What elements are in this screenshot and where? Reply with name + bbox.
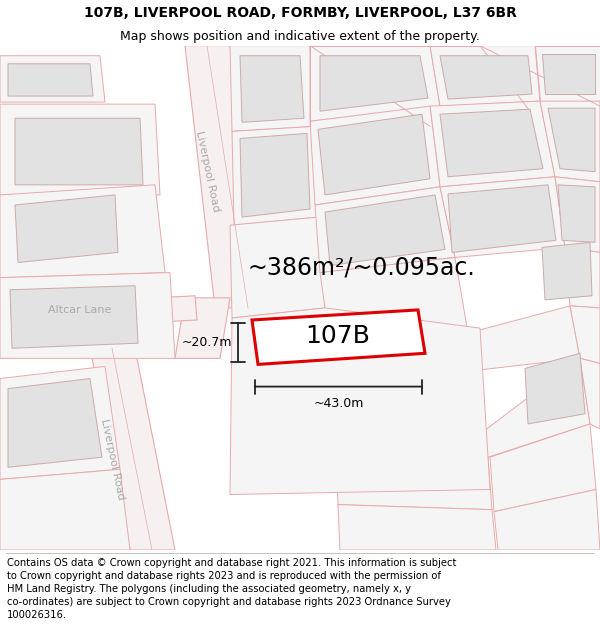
Text: 107B: 107B <box>305 324 370 348</box>
Polygon shape <box>430 101 555 187</box>
Polygon shape <box>0 272 175 358</box>
Polygon shape <box>440 177 565 258</box>
Polygon shape <box>335 429 492 509</box>
Text: co-ordinates) are subject to Crown copyright and database rights 2023 Ordnance S: co-ordinates) are subject to Crown copyr… <box>7 597 451 607</box>
Polygon shape <box>548 108 595 172</box>
Polygon shape <box>252 310 425 364</box>
Polygon shape <box>240 56 304 123</box>
Polygon shape <box>555 177 600 252</box>
Text: ~43.0m: ~43.0m <box>313 397 364 409</box>
Polygon shape <box>230 308 490 494</box>
Text: 107B, LIVERPOOL ROAD, FORMBY, LIVERPOOL, L37 6BR: 107B, LIVERPOOL ROAD, FORMBY, LIVERPOOL,… <box>83 6 517 20</box>
Text: HM Land Registry. The polygons (including the associated geometry, namely x, y: HM Land Registry. The polygons (includin… <box>7 584 411 594</box>
Polygon shape <box>10 286 138 348</box>
Text: Liverpool Road: Liverpool Road <box>194 130 220 213</box>
Polygon shape <box>468 306 580 371</box>
Polygon shape <box>330 343 480 434</box>
Polygon shape <box>0 469 130 550</box>
Polygon shape <box>175 298 230 358</box>
Polygon shape <box>240 133 310 217</box>
Text: Altcar Lane: Altcar Lane <box>49 305 112 315</box>
Text: ~20.7m: ~20.7m <box>182 336 232 349</box>
Polygon shape <box>338 504 496 550</box>
Polygon shape <box>542 54 595 94</box>
Polygon shape <box>440 109 543 177</box>
Text: Map shows position and indicative extent of the property.: Map shows position and indicative extent… <box>120 30 480 43</box>
Polygon shape <box>494 489 600 550</box>
Polygon shape <box>535 46 600 101</box>
Polygon shape <box>448 185 556 253</box>
Text: Contains OS data © Crown copyright and database right 2021. This information is : Contains OS data © Crown copyright and d… <box>7 558 457 568</box>
Polygon shape <box>310 46 440 121</box>
Polygon shape <box>230 46 315 131</box>
Polygon shape <box>542 242 592 300</box>
Polygon shape <box>90 348 175 550</box>
Polygon shape <box>525 353 585 424</box>
Polygon shape <box>15 195 118 262</box>
Polygon shape <box>0 104 160 195</box>
Polygon shape <box>8 379 102 468</box>
Polygon shape <box>0 366 120 479</box>
Polygon shape <box>0 56 105 102</box>
Polygon shape <box>315 187 455 272</box>
Polygon shape <box>0 296 197 330</box>
Polygon shape <box>15 118 143 185</box>
Polygon shape <box>0 185 165 278</box>
Polygon shape <box>320 258 468 343</box>
Text: ~386m²/~0.095ac.: ~386m²/~0.095ac. <box>248 256 476 279</box>
Polygon shape <box>570 306 600 363</box>
Polygon shape <box>318 114 430 195</box>
Polygon shape <box>232 126 318 225</box>
Polygon shape <box>430 46 540 106</box>
Text: to Crown copyright and database rights 2023 and is reproduced with the permissio: to Crown copyright and database rights 2… <box>7 571 441 581</box>
Text: 100026316.: 100026316. <box>7 610 67 620</box>
Polygon shape <box>490 424 596 512</box>
Polygon shape <box>540 101 600 182</box>
Polygon shape <box>558 185 595 242</box>
Text: Liverpool Road: Liverpool Road <box>98 418 125 501</box>
Polygon shape <box>440 56 532 99</box>
Polygon shape <box>320 56 428 111</box>
Polygon shape <box>480 358 590 457</box>
Polygon shape <box>185 46 270 308</box>
Polygon shape <box>230 217 325 318</box>
Polygon shape <box>8 64 93 96</box>
Polygon shape <box>580 358 600 429</box>
Polygon shape <box>565 248 600 308</box>
Polygon shape <box>310 106 440 205</box>
Polygon shape <box>325 195 445 266</box>
